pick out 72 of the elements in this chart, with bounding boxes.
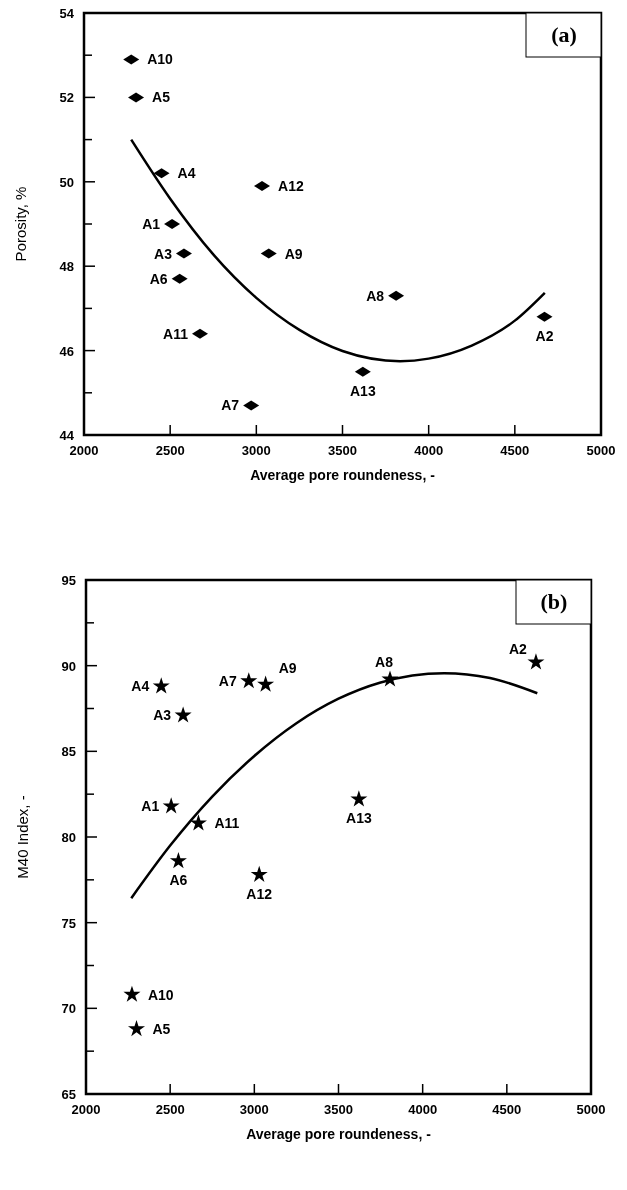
point [527, 653, 545, 670]
x-tick-label: 2500 [155, 1102, 185, 1117]
annotation: A11 [214, 815, 240, 832]
annotation: A12 [278, 178, 304, 195]
y-tick-label: 46 [59, 343, 74, 359]
y-tick-label: 80 [61, 830, 76, 845]
annotation: A4 [177, 165, 196, 182]
annotation: A12 [246, 885, 273, 902]
annotation: A5 [152, 89, 171, 106]
y-tick-label: 70 [61, 1001, 76, 1017]
y-tick-label: 85 [61, 744, 76, 760]
y-tick-label: 65 [61, 1087, 76, 1102]
x-tick-label: 2000 [69, 443, 99, 458]
chart-title: (a) [551, 22, 577, 47]
annotation: A6 [149, 270, 168, 287]
point [174, 706, 192, 723]
x-tick-label: 5000 [586, 443, 616, 458]
annotation: A10 [147, 986, 174, 1003]
x-axis-title: Average pore roundeness, - [246, 1126, 432, 1142]
point [169, 852, 187, 869]
x-tick-label: 3000 [239, 1102, 269, 1117]
x-tick-label: 4000 [414, 443, 444, 458]
annotation: A9 [284, 245, 303, 262]
x-tick-label: 4500 [500, 443, 530, 458]
line-series [130, 671, 539, 900]
y-tick-label: 95 [61, 573, 76, 588]
annotation: A5 [152, 1020, 171, 1037]
point [257, 675, 275, 692]
annotation: A6 [169, 871, 188, 888]
y-tick-label: 52 [59, 90, 74, 106]
x-tick-label: 3500 [324, 1102, 353, 1117]
y-tick-label: 50 [59, 174, 74, 190]
point [152, 677, 170, 694]
x-tick-label: 4500 [492, 1102, 522, 1117]
annotation: A3 [153, 707, 172, 724]
y-tick-label: 90 [61, 658, 76, 674]
y-tick-label: 75 [61, 915, 76, 931]
annotation: A1 [142, 216, 161, 232]
annotation: A8 [375, 654, 394, 671]
x-axis-title: Average pore roundeness, - [250, 467, 436, 483]
annotation: A7 [218, 673, 237, 690]
x-tick-label: 3000 [241, 443, 271, 458]
x-tick-label: 3500 [328, 443, 357, 458]
annotation: A9 [278, 659, 297, 676]
annotation: A1 [141, 798, 160, 815]
y-axis-title: Porosity, % [12, 186, 29, 262]
y-tick-label: 44 [59, 428, 75, 443]
point [240, 672, 258, 689]
point [250, 865, 268, 882]
point [162, 797, 180, 814]
x-tick-label: 4000 [408, 1102, 438, 1117]
point [127, 1019, 146, 1037]
annotation: A7 [221, 397, 240, 414]
annotation: A13 [346, 810, 372, 827]
y-axis-title: M40 Index, - [14, 795, 31, 879]
x-tick-label: 2000 [71, 1102, 101, 1117]
point [350, 790, 368, 807]
annotation: A2 [509, 641, 528, 658]
point [123, 985, 141, 1002]
annotation: A2 [535, 327, 554, 344]
chart-title: (b) [540, 589, 568, 614]
y-tick-label: 48 [59, 259, 74, 275]
annotation: A13 [349, 382, 376, 399]
annotation: A10 [147, 51, 174, 68]
point [189, 814, 207, 831]
x-tick-label: 2500 [155, 443, 185, 458]
y-tick-label: 54 [59, 6, 75, 21]
annotation: A8 [366, 287, 385, 304]
annotation: A4 [131, 678, 150, 695]
annotation: A11 [163, 325, 189, 342]
annotation: A3 [154, 245, 173, 262]
x-tick-label: 5000 [576, 1102, 606, 1117]
